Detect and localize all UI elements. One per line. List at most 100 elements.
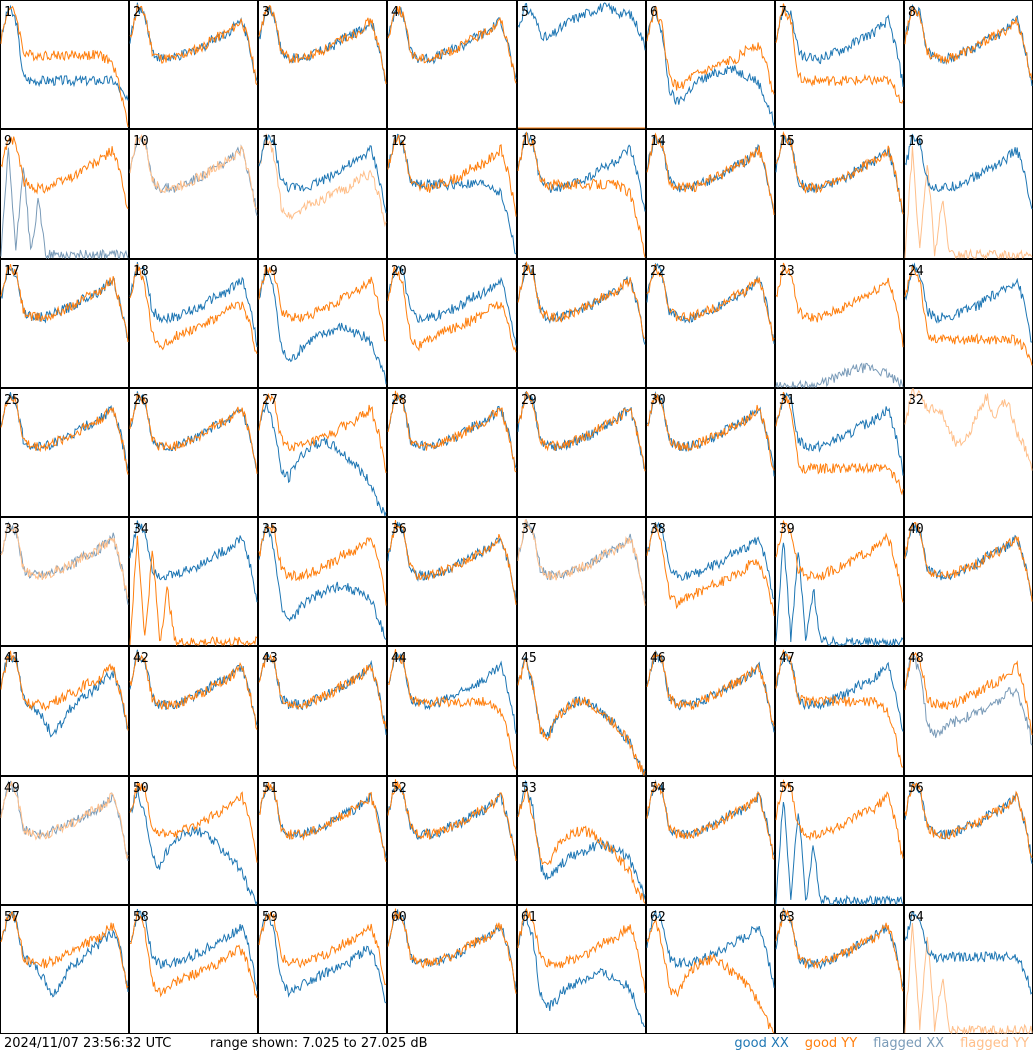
- tile-label: 25: [4, 393, 20, 408]
- series-YY-line: [0, 5, 129, 128]
- legend-good-yy: good YY: [804, 1036, 858, 1051]
- series-XX-line: [129, 908, 258, 992]
- tile-3: 3: [258, 0, 387, 129]
- series-flaggedYY-line: [904, 145, 1033, 260]
- tile-16: 16: [904, 129, 1033, 260]
- tile-label: 2: [133, 5, 141, 20]
- series-flaggedXX-line: [904, 654, 1033, 746]
- series-YY-line: [775, 908, 904, 992]
- tile-32: 32: [904, 388, 1033, 517]
- series-YY-line: [387, 390, 517, 473]
- series-YY-line: [129, 651, 258, 730]
- series-YY-line: [0, 136, 129, 210]
- tile-7: 7: [775, 0, 904, 129]
- tile-61: 61: [517, 905, 646, 1034]
- tile-35: 35: [258, 517, 387, 646]
- tile-frame: [646, 905, 775, 1034]
- series-YY-line: [258, 653, 387, 729]
- tile-frame: [775, 129, 904, 259]
- series-YY-line: [0, 911, 129, 990]
- tile-label: 62: [650, 910, 666, 925]
- tile-frame: [387, 259, 517, 388]
- tile-frame: [646, 517, 775, 646]
- series-XX-line: [775, 542, 904, 647]
- tile-frame: [775, 905, 904, 1034]
- series-XX-line: [517, 909, 646, 1028]
- tile-33: 33: [0, 517, 129, 646]
- tile-frame: [517, 776, 646, 905]
- tile-55: 55: [775, 776, 904, 906]
- timestamp: 2024/11/07 23:56:32 UTC: [4, 1036, 172, 1051]
- series-YY-line: [387, 519, 517, 605]
- tile-frame: [129, 259, 258, 388]
- tile-frame: [258, 646, 387, 776]
- tile-label: 46: [650, 651, 666, 666]
- tile-frame: [258, 517, 387, 646]
- tile-frame: [904, 129, 1033, 259]
- series-YY-line: [517, 658, 646, 777]
- tile-54: 54: [646, 776, 775, 905]
- tile-14: 14: [646, 129, 775, 259]
- tile-frame: [129, 517, 258, 646]
- tile-label: 3: [262, 5, 270, 20]
- tile-52: 52: [387, 776, 517, 905]
- tile-frame: [646, 129, 775, 259]
- tile-frame: [387, 905, 517, 1034]
- tile-frame: [904, 517, 1033, 646]
- tile-label: 15: [779, 134, 795, 149]
- tile-frame: [646, 646, 775, 776]
- tile-label: 32: [908, 393, 924, 408]
- tile-18: 18: [129, 259, 258, 388]
- tile-frame: [387, 129, 517, 259]
- tile-frame: [517, 517, 646, 646]
- series-flaggedYY-line: [904, 388, 1033, 471]
- series-XX-line: [129, 262, 258, 348]
- series-YY-line: [904, 6, 1033, 81]
- tile-21: 21: [517, 259, 646, 388]
- series-flaggedYY-line: [0, 523, 129, 599]
- tile-label: 36: [391, 522, 407, 537]
- series-YY-line: [904, 651, 1033, 735]
- series-flaggedYY-line: [258, 133, 387, 228]
- series-YY-line: [775, 262, 904, 348]
- series-flaggedXX-line: [775, 362, 904, 389]
- tile-label: 20: [391, 264, 407, 279]
- tile-13: 13: [517, 129, 646, 259]
- series-YY-line: [646, 917, 775, 1034]
- tile-43: 43: [258, 646, 387, 776]
- tile-34: 34: [129, 517, 258, 647]
- tile-frame: [0, 905, 129, 1034]
- tile-60: 60: [387, 905, 517, 1034]
- series-YY-line: [258, 265, 387, 342]
- series-YY-line: [387, 908, 517, 994]
- series-YY-line: [129, 393, 258, 474]
- tile-label: 27: [262, 393, 278, 408]
- tile-2: 2: [129, 0, 258, 129]
- tile-frame: [775, 776, 904, 905]
- series-YY-line: [258, 4, 387, 85]
- tile-37: 37: [517, 517, 646, 646]
- tile-frame: [258, 129, 387, 259]
- series-flaggedYY-line: [904, 922, 1033, 1034]
- tile-12: 12: [387, 129, 517, 259]
- tile-frame: [129, 776, 258, 905]
- tile-label: 17: [4, 264, 20, 279]
- tile-30: 30: [646, 388, 775, 517]
- tile-59: 59: [258, 905, 387, 1034]
- tile-label: 21: [521, 264, 537, 279]
- series-XX-line: [517, 2, 646, 51]
- series-YY-line: [387, 6, 517, 84]
- tile-label: 48: [908, 651, 924, 666]
- tile-31: 31: [775, 388, 904, 517]
- series-YY-line: [517, 131, 646, 258]
- tile-label: 45: [521, 651, 537, 666]
- tile-label: 60: [391, 910, 407, 925]
- tile-label: 44: [391, 651, 407, 666]
- tile-label: 19: [262, 264, 278, 279]
- series-YY-line: [646, 132, 775, 216]
- tile-label: 47: [779, 651, 795, 666]
- series-YY-line: [775, 649, 904, 768]
- tile-label: 7: [779, 5, 787, 20]
- tile-label: 28: [391, 393, 407, 408]
- legend-flagged-xx: flagged XX: [873, 1036, 945, 1051]
